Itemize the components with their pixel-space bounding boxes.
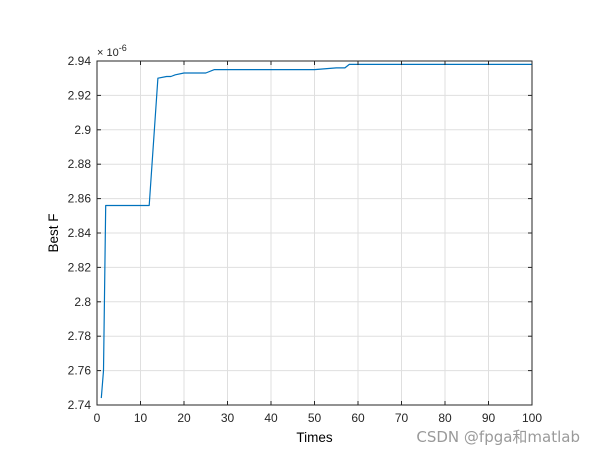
x-tick-label: 30	[221, 411, 235, 425]
x-tick-label: 90	[482, 411, 496, 425]
x-tick-label: 0	[94, 411, 101, 425]
y-tick-label: 2.82	[68, 260, 92, 274]
y-tick-label: 2.74	[68, 398, 92, 412]
x-tick-label: 70	[395, 411, 409, 425]
y-tick-label: 2.8	[74, 295, 91, 309]
y-tick-labels: 2.74 2.76 2.78 2.8 2.82 2.84 2.86 2.88 2.9 2.92 2.…	[68, 54, 92, 412]
y-tick-label: 2.76	[68, 364, 92, 378]
y-tick-label: 2.94	[68, 54, 92, 68]
series-line	[100, 63, 532, 399]
x-tick-labels: 0 10 20 30 40 50 60 70 80 90 100	[94, 411, 543, 425]
series-group	[100, 63, 532, 399]
exponent-label: × 10-6	[97, 43, 127, 59]
x-tick-label: 80	[438, 411, 452, 425]
y-tick-label: 2.9	[74, 123, 91, 137]
x-tick-label: 10	[134, 411, 148, 425]
y-tick-label: 2.78	[68, 329, 92, 343]
y-tick-label: 2.84	[68, 226, 92, 240]
x-tick-label: 40	[264, 411, 278, 425]
y-tick-label: 2.92	[68, 88, 92, 102]
x-tick-label: 60	[351, 411, 365, 425]
x-axis-label: Times	[296, 430, 332, 445]
x-tick-label: 20	[177, 411, 191, 425]
exponent-power: -6	[119, 43, 127, 53]
y-tick-label: 2.88	[68, 157, 92, 171]
y-axis-label: Best F	[46, 213, 61, 252]
ticks	[96, 60, 533, 406]
grid	[97, 61, 532, 405]
x-tick-label: 50	[308, 411, 322, 425]
x-tick-label: 100	[522, 411, 542, 425]
exponent-prefix: × 10	[97, 47, 119, 59]
watermark: CSDN @fpga和matlab	[416, 428, 580, 446]
y-tick-label: 2.86	[68, 192, 92, 206]
